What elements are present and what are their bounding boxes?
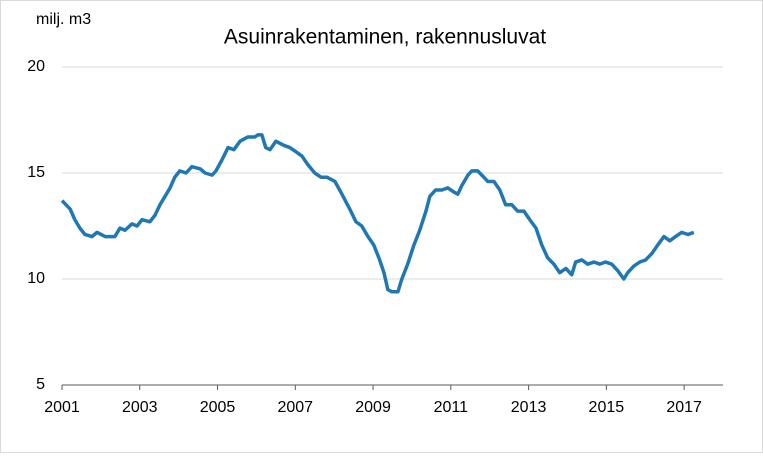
- y-tick-label: 5: [36, 376, 45, 393]
- x-tick-label: 2011: [434, 399, 469, 416]
- chart-title: Asuinrakentaminen, rakennusluvat: [224, 26, 546, 49]
- x-tick-label: 2003: [122, 399, 158, 416]
- x-tick-label: 2015: [589, 399, 625, 416]
- y-tick-label: 15: [27, 164, 45, 181]
- data-line: [60, 133, 695, 294]
- y-tick-label: 20: [27, 58, 45, 75]
- y-axis-label: milj. m3: [36, 11, 91, 28]
- x-tick-label: 2009: [355, 399, 391, 416]
- x-tick-label: 2001: [44, 399, 80, 416]
- y-tick-label: 10: [27, 270, 45, 287]
- x-tick-label: 2005: [200, 399, 236, 416]
- x-tick-label: 2013: [511, 399, 547, 416]
- x-tick-label: 2017: [666, 399, 702, 416]
- x-tick-label: 2007: [277, 399, 313, 416]
